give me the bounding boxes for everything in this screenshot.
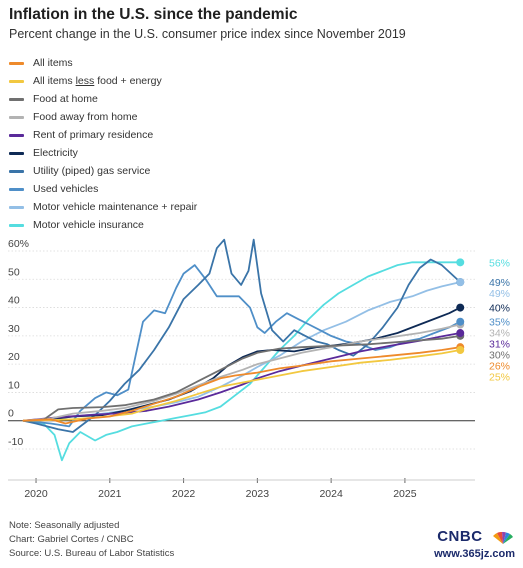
legend-label: Rent of primary residence xyxy=(33,129,154,141)
y-tick-label: -10 xyxy=(8,436,23,448)
series-end-label: 25% xyxy=(489,372,510,384)
x-tick-label: 2021 xyxy=(98,488,122,500)
y-tick-label: 60% xyxy=(8,238,29,250)
legend-label: Used vehicles xyxy=(33,183,99,195)
legend-swatch xyxy=(9,151,24,155)
legend-label: Motor vehicle maintenance + repair xyxy=(33,201,198,213)
series-end-label: 56% xyxy=(489,257,510,269)
series-line xyxy=(22,323,462,422)
legend-label: All items less food + energy xyxy=(33,75,162,87)
series-end-marker xyxy=(456,258,465,267)
y-tick-label: 30 xyxy=(8,323,20,335)
legend-swatch xyxy=(9,169,24,173)
series-line xyxy=(22,264,462,428)
legend-item: Motor vehicle maintenance + repair xyxy=(9,198,197,216)
chart-subtitle: Percent change in the U.S. consumer pric… xyxy=(9,27,406,41)
series-end-label: 35% xyxy=(489,317,510,329)
series-line xyxy=(22,346,462,425)
series-line xyxy=(22,306,462,422)
series-end-label: 40% xyxy=(489,303,510,315)
series-end-marker xyxy=(456,346,465,354)
legend-label: Utility (piped) gas service xyxy=(33,165,151,177)
x-tick-label: 2020 xyxy=(24,488,48,500)
series-end-label: 30% xyxy=(489,350,510,362)
legend-swatch xyxy=(9,79,24,83)
footer-source: Source: U.S. Bureau of Labor Statistics xyxy=(9,548,175,559)
x-tick-label: 2023 xyxy=(246,488,270,500)
series-end-label: 26% xyxy=(489,361,510,373)
series-line xyxy=(22,281,462,422)
legend-swatch xyxy=(9,97,24,101)
legend-label: Food away from home xyxy=(33,111,138,123)
x-tick-label: 2024 xyxy=(319,488,343,500)
series-line xyxy=(22,238,462,433)
series-end-marker xyxy=(456,317,465,326)
legend-swatch xyxy=(9,61,24,65)
y-tick-label: 40 xyxy=(8,295,20,307)
x-tick-label: 2022 xyxy=(172,488,196,500)
peacock-icon xyxy=(491,531,515,544)
legend-item: Rent of primary residence xyxy=(9,126,197,144)
series-end-label: 34% xyxy=(489,328,510,340)
legend-swatch xyxy=(9,205,24,209)
legend-swatch xyxy=(9,187,24,191)
series-line xyxy=(22,335,462,422)
chart-title: Inflation in the U.S. since the pandemic xyxy=(9,6,298,23)
legend-item: All items xyxy=(9,54,197,72)
brand-block: CNBC www.365jz.com xyxy=(434,528,515,560)
legend-item: Motor vehicle insurance xyxy=(9,216,197,234)
y-tick-label: 20 xyxy=(8,351,20,363)
series-end-label: 49% xyxy=(489,288,510,300)
x-tick-label: 2025 xyxy=(393,488,417,500)
series-line xyxy=(22,261,462,462)
legend-label: Electricity xyxy=(33,147,78,159)
legend-swatch xyxy=(9,133,24,137)
watermark-text: www.365jz.com xyxy=(434,548,515,560)
legend-label: Motor vehicle insurance xyxy=(33,219,144,231)
y-tick-label: 0 xyxy=(8,408,14,420)
y-tick-label: 50 xyxy=(8,266,20,278)
footer-note: Note: Seasonally adjusted xyxy=(9,520,120,531)
legend-item: Used vehicles xyxy=(9,180,197,198)
legend-item: Food at home xyxy=(9,90,197,108)
legend-item: Utility (piped) gas service xyxy=(9,162,197,180)
legend-label: Food at home xyxy=(33,93,98,105)
legend-label: All items xyxy=(33,57,73,69)
series-end-label: 49% xyxy=(489,277,510,289)
legend-item: Food away from home xyxy=(9,108,197,126)
series-end-label: 31% xyxy=(489,339,510,351)
legend-item: All items less food + energy xyxy=(9,72,197,90)
series-end-marker xyxy=(456,278,465,287)
legend: All items All items less food + energy Foo… xyxy=(9,54,197,234)
y-tick-label: 10 xyxy=(8,379,20,391)
legend-item: Electricity xyxy=(9,144,197,162)
brand-logo-text: CNBC xyxy=(437,528,483,545)
footer-credit: Chart: Gabriel Cortes / CNBC xyxy=(9,534,134,545)
legend-swatch xyxy=(9,115,24,119)
series-end-marker xyxy=(456,329,465,338)
legend-swatch xyxy=(9,223,24,227)
series-end-marker xyxy=(456,303,465,312)
